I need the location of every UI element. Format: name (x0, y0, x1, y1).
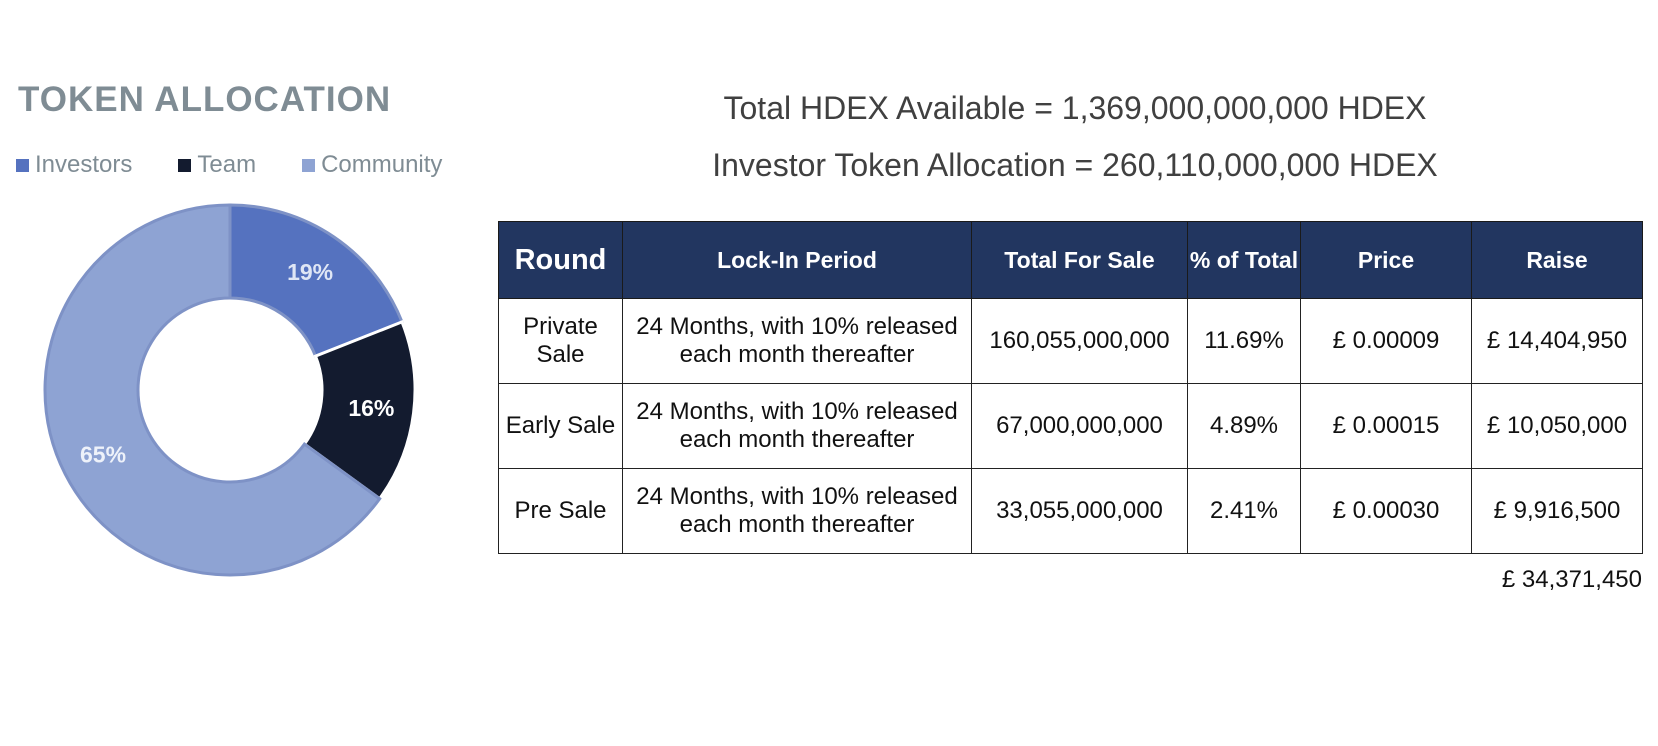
donut-chart: 19% 16% 65% (43, 203, 417, 577)
cell-price: £ 0.00009 (1300, 298, 1472, 384)
cell-total-for-sale: 67,000,000,000 (971, 383, 1188, 469)
cell-price: £ 0.00030 (1300, 468, 1472, 554)
cell-price: £ 0.00015 (1300, 383, 1472, 469)
cell-round: Pre Sale (498, 468, 623, 554)
cell-raise: £ 14,404,950 (1471, 298, 1643, 384)
cell-raise: £ 9,916,500 (1471, 468, 1643, 554)
header-percent-of-total: % of Total (1187, 221, 1301, 299)
cell-percent-of-total: 4.89% (1187, 383, 1301, 469)
cell-percent-of-total: 2.41% (1187, 468, 1301, 554)
sale-rounds-table: Round Lock-In Period Total For Sale % of… (498, 221, 1643, 554)
cell-percent-of-total: 11.69% (1187, 298, 1301, 384)
legend-swatch-investors (16, 158, 29, 172)
donut-slice-community[interactable] (43, 203, 382, 577)
header-raise: Raise (1471, 221, 1643, 299)
legend-swatch-team (178, 158, 192, 172)
table-row: Pre Sale 24 Months, with 10% released ea… (498, 468, 1643, 554)
legend-item-investors[interactable]: Investors (16, 151, 132, 179)
cell-lock-in-period: 24 Months, with 10% released each month … (622, 298, 972, 384)
donut-label-team: 16% (348, 395, 394, 421)
cell-lock-in-period: 24 Months, with 10% released each month … (622, 383, 972, 469)
legend-item-community[interactable]: Community (302, 151, 442, 179)
cell-total-for-sale: 33,055,000,000 (971, 468, 1188, 554)
chart-title: TOKEN ALLOCATION (18, 80, 392, 119)
donut-label-investors: 19% (287, 259, 333, 285)
table-row: Private Sale 24 Months, with 10% release… (498, 298, 1643, 384)
donut-slice-team[interactable] (302, 319, 417, 501)
total-available-text: Total HDEX Available = 1,369,000,000,000… (723, 90, 1427, 126)
header-total-for-sale: Total For Sale (971, 221, 1188, 299)
legend-swatch-community (302, 158, 316, 172)
legend-label-investors: Investors (35, 151, 133, 178)
total-raise: £ 34,371,450 (1501, 566, 1642, 593)
chart-legend: Investors Team Community (16, 150, 488, 180)
donut-label-community: 65% (80, 442, 126, 468)
cell-lock-in-period: 24 Months, with 10% released each month … (622, 468, 972, 554)
legend-label-team: Team (197, 151, 257, 178)
cell-round: Private Sale (498, 298, 623, 384)
investor-allocation-text: Investor Token Allocation = 260,110,000,… (712, 147, 1438, 183)
cell-round: Early Sale (498, 383, 623, 469)
header-round: Round (498, 221, 623, 299)
header-lock-in-period: Lock-In Period (622, 221, 972, 299)
cell-total-for-sale: 160,055,000,000 (971, 298, 1188, 384)
legend-item-team[interactable]: Team (178, 151, 256, 179)
cell-raise: £ 10,050,000 (1471, 383, 1643, 469)
table-row: Early Sale 24 Months, with 10% released … (498, 383, 1643, 469)
legend-label-community: Community (321, 151, 443, 178)
donut-slice-investors[interactable] (228, 203, 404, 359)
header-price: Price (1300, 221, 1472, 299)
table-header-row: Round Lock-In Period Total For Sale % of… (498, 221, 1643, 299)
